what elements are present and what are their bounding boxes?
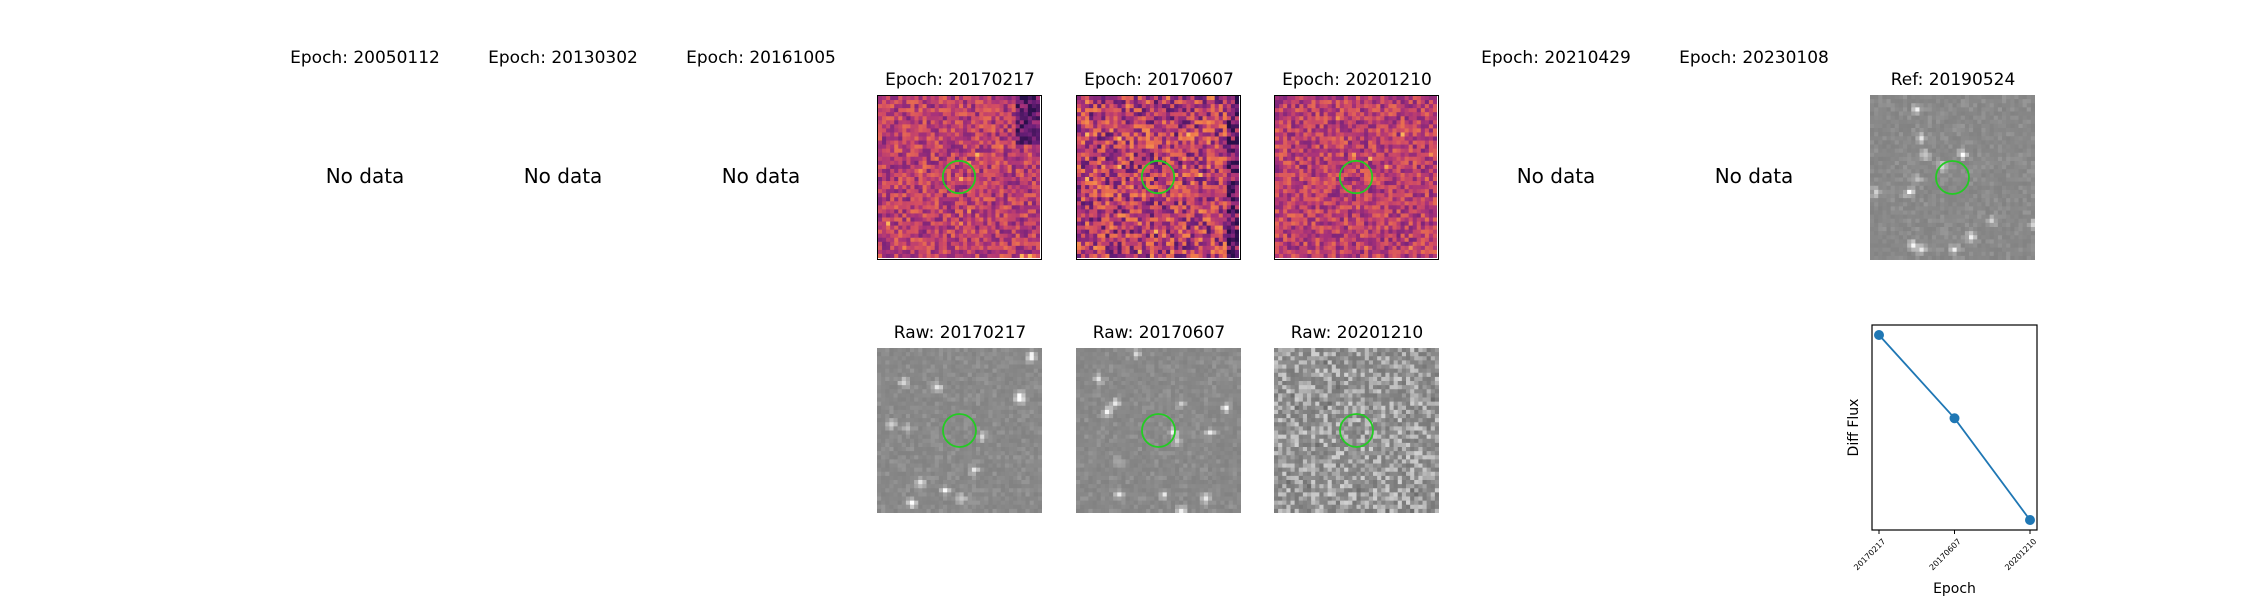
data-point [1950, 413, 1960, 423]
diff-image-20201210 [1274, 95, 1439, 260]
x-axis-label: Epoch [1933, 581, 1976, 597]
x-tick-label: 20170217 [1852, 537, 1887, 572]
x-tick-label: 20201210 [2003, 537, 2038, 572]
raw-image-20170607 [1076, 348, 1241, 513]
epoch-title-3: Epoch: 20161005 [641, 48, 881, 68]
raw-image-20201210 [1274, 348, 1439, 513]
epoch-title-8: Epoch: 20230108 [1634, 48, 1874, 68]
diff-image-20170607 [1076, 95, 1241, 260]
diff-image-20170217 [877, 95, 1042, 260]
no-data-label-1: No data [265, 164, 465, 188]
raw-image-20170217 [877, 348, 1042, 513]
ref-title: Ref: 20190524 [1833, 70, 2073, 90]
raw-title-3: Raw: 20201210 [1237, 323, 1477, 343]
y-axis-label: Diff Flux [1846, 399, 1862, 457]
epoch-title-6: Epoch: 20201210 [1237, 70, 1477, 90]
no-data-label-2: No data [463, 164, 663, 188]
no-data-label-7: No data [1456, 164, 1656, 188]
diff-flux-chart: 20170217 20170607 20201210 Epoch Diff Flux [1840, 318, 2130, 598]
x-tick-label: 20170607 [1928, 537, 1963, 572]
reference-image [1870, 95, 2035, 260]
no-data-label-8: No data [1654, 164, 1854, 188]
data-point [2025, 515, 2035, 525]
series-line [1879, 335, 2030, 520]
no-data-label-3: No data [661, 164, 861, 188]
data-point [1874, 330, 1884, 340]
